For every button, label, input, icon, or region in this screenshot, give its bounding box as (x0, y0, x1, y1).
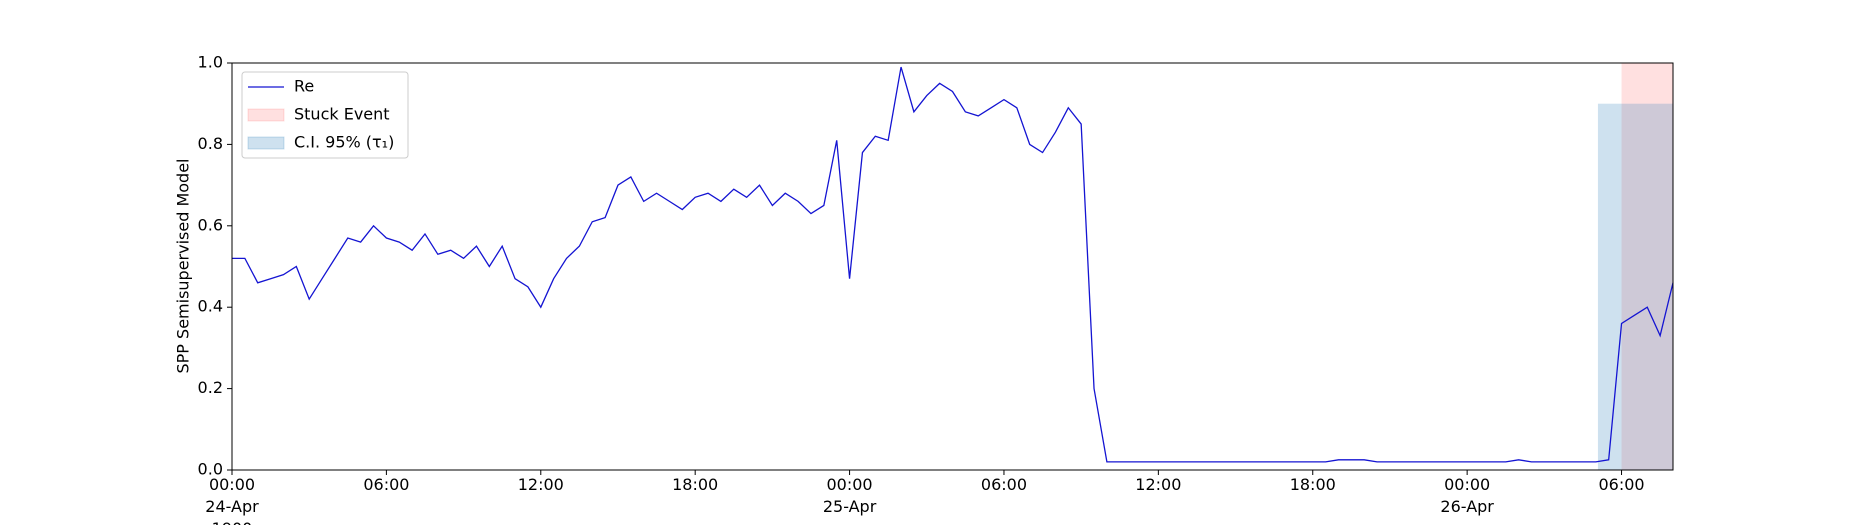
y-axis-label: SPP Semisupervised Model (174, 159, 193, 374)
legend-label: Stuck Event (294, 105, 390, 124)
legend-patch (247, 136, 285, 150)
y-tick-label: 0.4 (198, 297, 223, 316)
data-line (232, 66, 1674, 463)
x-tick-label: 12:00 (1135, 475, 1182, 494)
y-tick-label: 1.0 (198, 53, 223, 72)
y-tick-label: 0.6 (198, 215, 223, 234)
axes-frame (231, 62, 1674, 471)
x-tick-label: 18:00 (672, 475, 719, 494)
x-tick-label: 00:00 24-Apr 1900 (205, 475, 259, 525)
x-tick-label: 00:00 25-Apr (822, 475, 877, 516)
x-tick-label: 00:00 26-Apr (1440, 475, 1494, 516)
legend-label: C.I. 95% (τ₁) (294, 133, 394, 152)
y-tick-label: 0.8 (198, 134, 223, 153)
x-tick-label: 06:00 (1598, 475, 1645, 494)
legend-patch (247, 108, 285, 122)
shaded-region (1621, 63, 1673, 470)
y-tick-label: 0.0 (198, 460, 223, 479)
x-tick-label: 06:00 (363, 475, 410, 494)
legend-label: Re (294, 77, 314, 96)
x-tick-label: 12:00 (517, 475, 564, 494)
x-tick-label: 06:00 (980, 475, 1027, 494)
y-tick-label: 0.2 (198, 378, 223, 397)
x-tick-label: 18:00 (1289, 475, 1336, 494)
shaded-region (1597, 103, 1673, 470)
legend-box (241, 71, 409, 159)
